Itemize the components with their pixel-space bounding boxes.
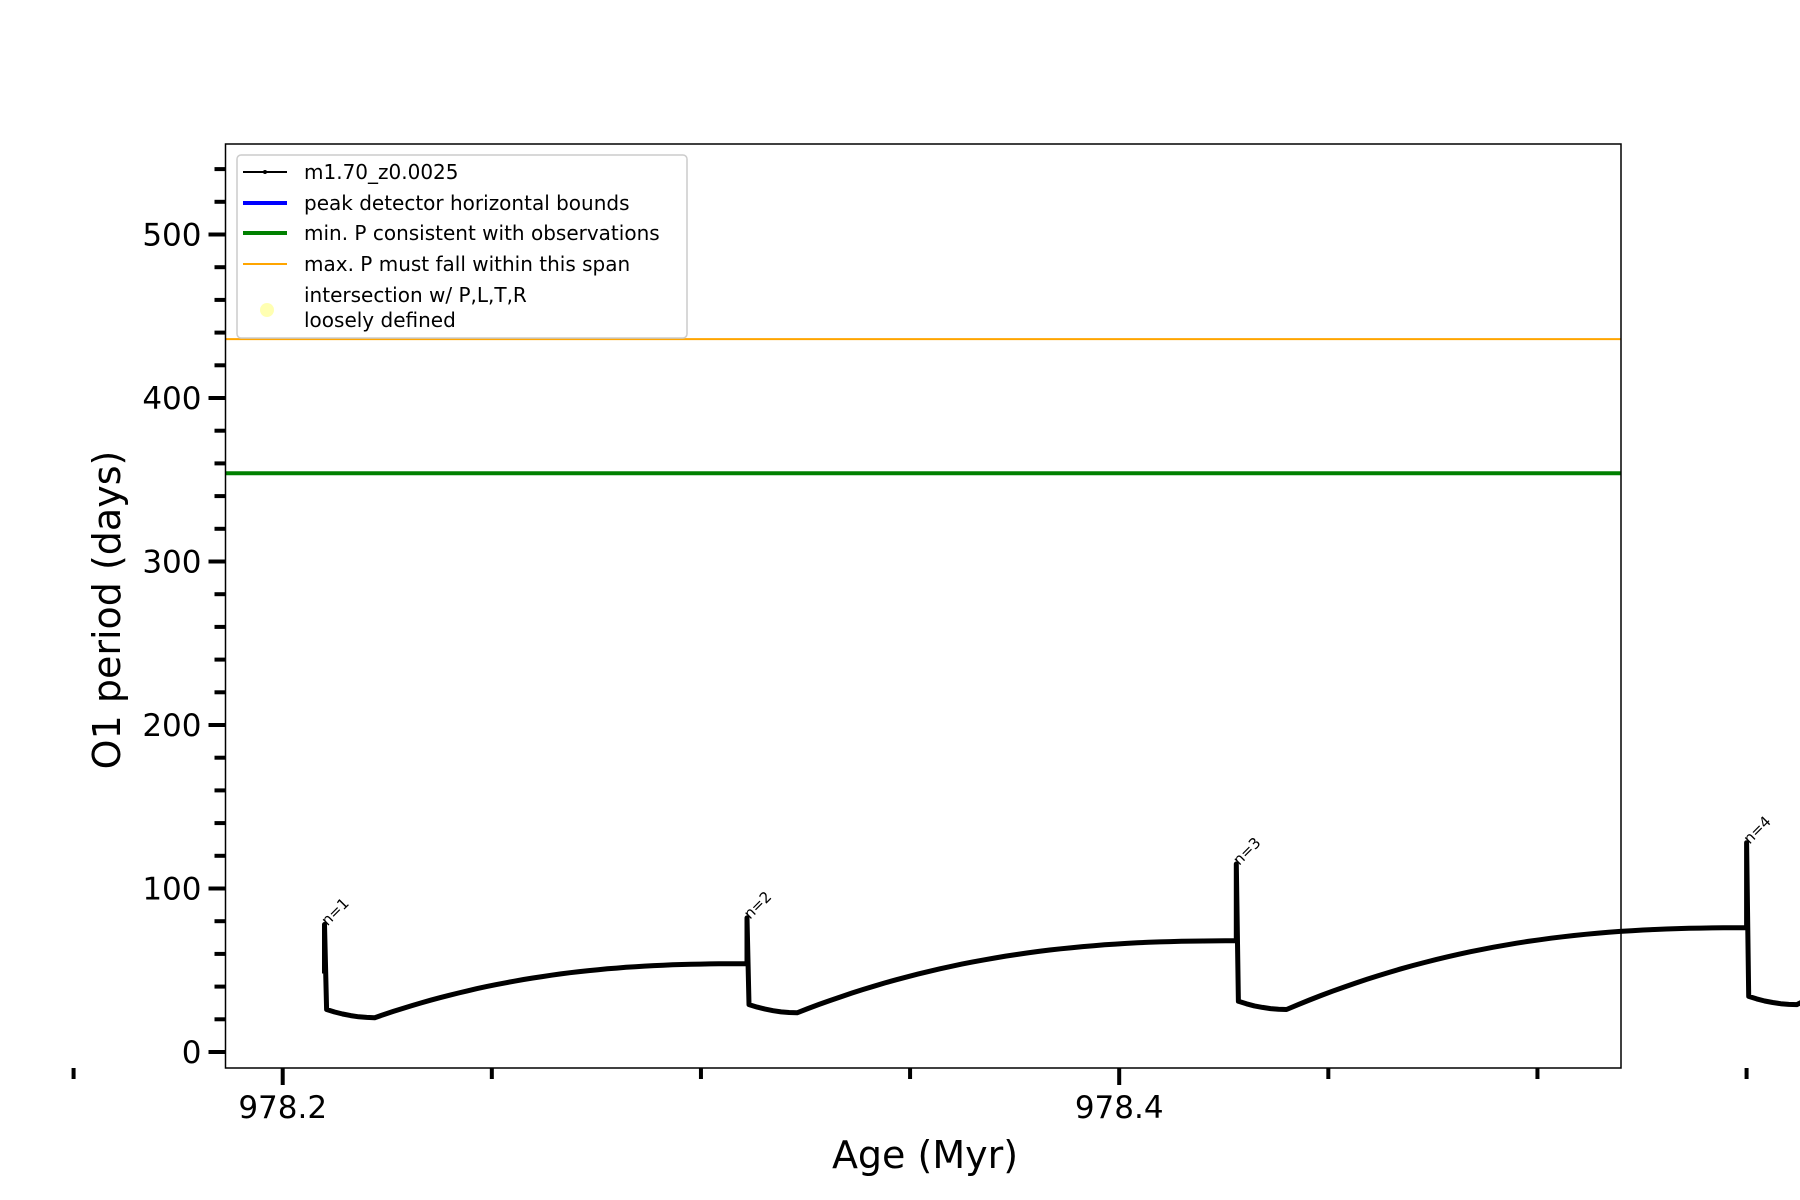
x-tick-label: 978.4 — [1075, 1090, 1164, 1126]
legend: m1.70_z0.0025 peak detector horizontal b… — [236, 154, 688, 339]
y-tick-label: 500 — [142, 218, 201, 254]
legend-frame — [236, 154, 688, 339]
legend-label-orange-max: max. P must fall within this span — [304, 252, 630, 276]
legend-label-green-min: min. P consistent with observations — [304, 221, 660, 245]
axis-ticks: 978.2978.4978.6978.8979.0979.2979.4979.6… — [71, 167, 1749, 1126]
legend-label-series: m1.70_z0.0025 — [304, 160, 459, 184]
legend-label-intersection: intersection w/ P,L,T,R — [304, 283, 527, 307]
y-tick-label: 0 — [182, 1035, 202, 1071]
plot-frame — [224, 143, 1622, 1069]
y-axis-label: O1 period (days) — [85, 451, 129, 770]
reference-lines — [225, 338, 1621, 476]
legend-label-intersection-line2: loosely defined — [304, 308, 456, 332]
y-tick-label: 200 — [142, 708, 201, 744]
x-tick-label: 978.2 — [238, 1090, 327, 1126]
legend-label-blue-bounds: peak detector horizontal bounds — [304, 191, 630, 215]
y-tick-label: 100 — [142, 872, 201, 908]
y-tick-label: 400 — [142, 381, 201, 417]
legend-handle-yellow-intersection — [260, 303, 274, 317]
legend-handle-series-marker — [263, 170, 267, 174]
x-axis-label: Age (Myr) — [832, 1133, 1018, 1177]
y-tick-label: 300 — [142, 545, 201, 581]
